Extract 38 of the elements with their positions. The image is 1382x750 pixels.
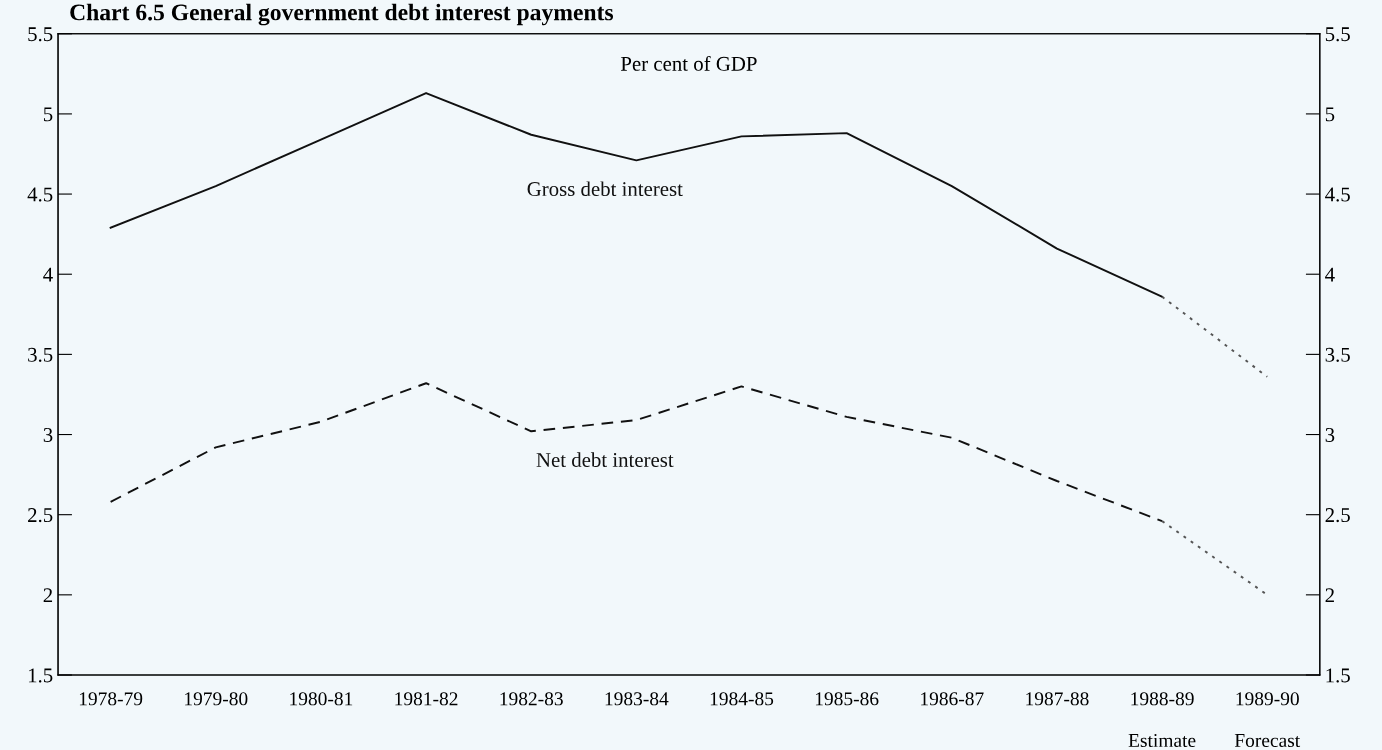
x-tick-label: 1984-85: [710, 692, 774, 706]
x-tick-label: 1982-83: [500, 692, 563, 706]
line-series: [109, 92, 1164, 298]
y2-tick-label: 5.5: [1325, 27, 1350, 42]
text: Estimate: [1128, 733, 1196, 748]
y-tick-label: 3: [43, 427, 53, 442]
y2-tick-label: 2: [1325, 588, 1334, 603]
x-tick-label: 1978-79: [79, 692, 143, 706]
x-tick-label: 1981-82: [395, 692, 458, 706]
x-tick-label: 1987-88: [1026, 692, 1089, 706]
y-tick-label: 5.5: [28, 27, 53, 42]
y2-tick-label: 3.5: [1325, 347, 1350, 362]
y2-tick-label: 5: [1325, 107, 1335, 122]
y2-tick-label: 4.5: [1325, 187, 1350, 202]
x-tick-label: 1986-87: [921, 692, 984, 706]
y-tick-label: 1.5: [28, 668, 53, 683]
line-series: [109, 382, 1164, 523]
y2-tick-label: 1.5: [1326, 668, 1350, 683]
y2-tick-label: 4: [1325, 267, 1335, 282]
y-tick-label: 3.5: [28, 347, 53, 362]
chart-title: Chart 6.5 General government debt interest payments: [70, 3, 614, 26]
series-label: Gross debt interest: [527, 181, 683, 197]
text: Forecast: [1234, 734, 1301, 748]
y-tick-label: 2.5: [28, 508, 53, 523]
y2-tick-label: 2.5: [1325, 508, 1350, 523]
y-tick-label: 4: [43, 267, 53, 282]
x-tick-label: 1989-90: [1236, 692, 1299, 706]
x-tick-label: 1979-80: [185, 692, 248, 706]
y-tick-label: 5: [43, 107, 53, 122]
annotation: Per cent of GDP: [620, 55, 757, 71]
x-tick-label: 1988-89: [1131, 692, 1194, 706]
x-tick-label: 1983-84: [605, 692, 669, 706]
y-tick-label: 2: [43, 588, 53, 603]
x-tick-label: 1985-86: [815, 692, 879, 706]
series-label: Net debt interest: [536, 452, 674, 467]
x-tick-label: 1980-81: [290, 692, 353, 706]
y2-tick-label: 3: [1325, 427, 1335, 442]
y-tick-label: 4.5: [27, 187, 53, 202]
